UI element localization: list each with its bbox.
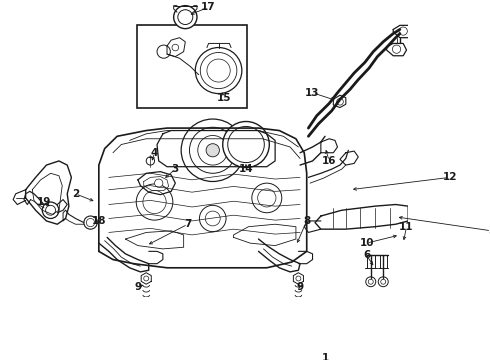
Circle shape [296,276,301,281]
Text: 7: 7 [184,219,192,229]
Circle shape [392,45,401,53]
Text: 6: 6 [363,251,370,261]
Text: 8: 8 [303,216,310,226]
Circle shape [84,216,97,229]
Text: 10: 10 [359,238,374,248]
Circle shape [381,279,386,284]
Circle shape [144,276,149,281]
Text: 2: 2 [72,189,79,199]
Text: 19: 19 [37,197,51,207]
Circle shape [196,48,242,94]
Circle shape [199,205,226,231]
Text: 16: 16 [322,156,337,166]
Circle shape [181,119,245,181]
Circle shape [136,184,173,220]
Text: 14: 14 [239,164,253,174]
Circle shape [228,126,264,163]
Circle shape [399,27,407,35]
Circle shape [178,10,193,24]
Text: 1: 1 [321,353,329,360]
Circle shape [252,183,282,213]
Circle shape [42,202,59,219]
Circle shape [157,45,171,58]
Text: 4: 4 [151,148,158,158]
Circle shape [198,135,228,165]
FancyBboxPatch shape [137,24,247,108]
Circle shape [207,59,230,82]
Circle shape [86,219,95,227]
Text: 17: 17 [201,2,216,12]
Circle shape [172,44,179,51]
Circle shape [154,179,163,187]
Text: 18: 18 [92,216,106,226]
Circle shape [378,277,388,287]
Circle shape [190,127,236,173]
Circle shape [223,122,270,167]
Circle shape [200,53,237,89]
Text: 15: 15 [216,93,231,103]
Text: 9: 9 [134,282,142,292]
Circle shape [173,6,197,29]
Text: 13: 13 [305,88,320,98]
Circle shape [143,190,166,213]
Circle shape [206,144,220,157]
Circle shape [368,279,373,284]
Circle shape [366,277,376,287]
Text: 5: 5 [488,226,490,236]
Text: 9: 9 [296,282,304,292]
Text: 11: 11 [399,222,414,232]
Text: 3: 3 [172,164,179,174]
Text: 12: 12 [442,172,457,183]
Circle shape [205,211,220,226]
Circle shape [258,189,276,207]
Circle shape [46,205,55,215]
Circle shape [337,99,343,105]
Circle shape [146,157,154,165]
